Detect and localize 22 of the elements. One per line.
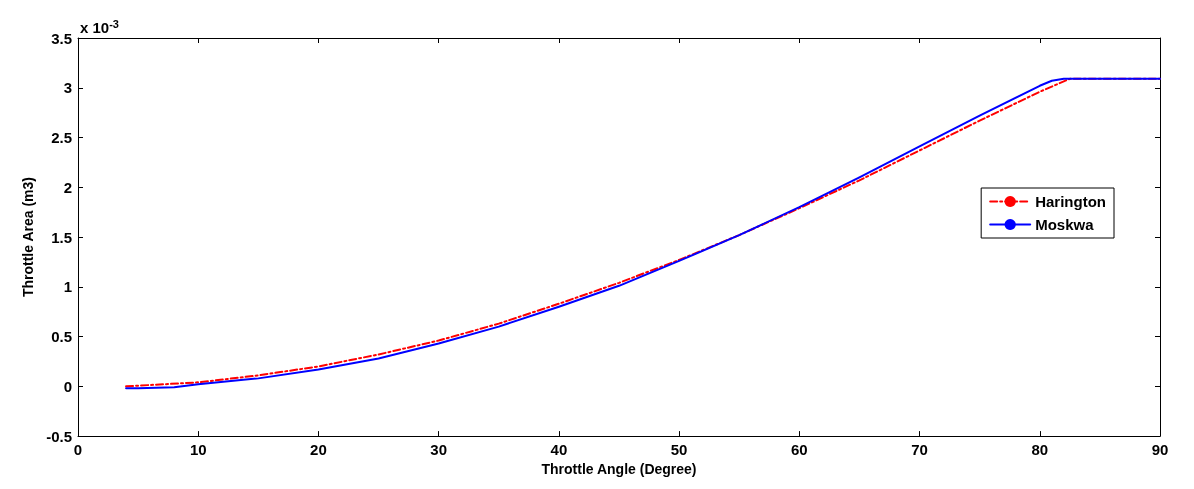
y-tick-label: 3 xyxy=(63,79,72,97)
y-tick-label: 1 xyxy=(63,278,72,296)
x-tick-label: 50 xyxy=(670,441,688,459)
x-tick-label: 40 xyxy=(550,441,568,459)
legend-label: Harington xyxy=(1035,193,1106,210)
y-tick-label: 0 xyxy=(63,377,72,395)
y-tick-label: 0.5 xyxy=(51,328,72,346)
x-tick-label: 70 xyxy=(911,441,928,459)
x-axis-title: Throttle Angle (Degree) xyxy=(541,461,697,477)
x-tick-label: 80 xyxy=(1031,441,1049,459)
y-tick-label: 1.5 xyxy=(51,228,72,246)
y-tick-label: -0.5 xyxy=(46,427,72,445)
x-tick-label: 30 xyxy=(430,441,448,459)
y-tick-label: 2 xyxy=(63,178,72,196)
x-tick-label: 10 xyxy=(189,441,207,459)
y-tick-label: 2.5 xyxy=(51,129,72,147)
legend-label: Moskwa xyxy=(1035,216,1095,233)
y-axis-title: Throttle Area (m3) xyxy=(20,177,37,298)
x-tick-label: 90 xyxy=(1151,441,1169,459)
x-tick-label: 20 xyxy=(310,441,327,459)
x-tick-label: 60 xyxy=(790,441,808,459)
y-tick-label: 3.5 xyxy=(51,29,72,47)
